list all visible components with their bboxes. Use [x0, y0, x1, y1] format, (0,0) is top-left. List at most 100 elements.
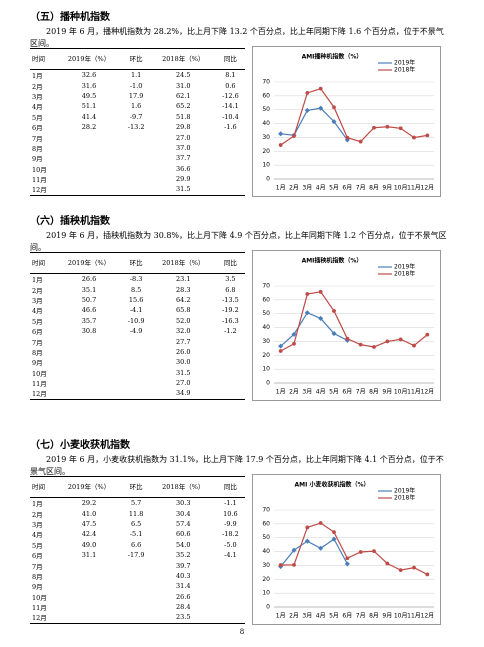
table-cell: 54.0: [176, 540, 191, 549]
y-tick-label: 0: [266, 176, 270, 183]
table-cell: 15.6: [128, 295, 144, 304]
table-cell: [122, 368, 151, 378]
table-cell: 5.7: [130, 499, 142, 508]
y-tick-label: 10: [262, 590, 270, 597]
table-cell: [56, 602, 121, 612]
y-tick-label: 70: [262, 283, 270, 290]
table-cell: 1.6: [130, 102, 142, 111]
table-cell: [56, 164, 121, 174]
data-point: [318, 289, 323, 294]
series-line: [280, 522, 428, 575]
table-row: 9月 37.7: [30, 153, 245, 163]
x-tick-label: 10月: [394, 185, 408, 192]
x-tick-label: 9月: [382, 185, 392, 192]
table-cell: 1月: [32, 500, 43, 509]
table-row: 10月 36.6: [30, 164, 245, 174]
data-point: [385, 339, 390, 344]
x-tick-label: 4月: [316, 389, 326, 396]
header-cell: 时间: [30, 476, 57, 498]
table-cell: 51.1: [81, 102, 97, 111]
data-point: [412, 135, 416, 140]
data-point: [292, 134, 296, 138]
y-tick-label: 60: [262, 296, 270, 303]
table-cell: 0.6: [225, 81, 236, 90]
table-cell: -5.0: [224, 540, 237, 549]
chart-title: AMI插秧机指数（%）: [302, 257, 363, 265]
table-cell: 26.0: [176, 347, 191, 356]
x-tick-label: 6月: [342, 389, 352, 396]
table-cell: -1.2: [224, 327, 237, 336]
table-cell: 31.4: [176, 582, 191, 591]
data-point: [305, 525, 310, 530]
data-table: 时间 2019年（%） 环比 2018年（%） 同比 1月 26.6 -8.3 23.1 3.5 2…: [30, 252, 245, 400]
table-row: 6月 30.8 -4.9 32.0 -1.2: [30, 326, 245, 336]
data-point: [278, 349, 283, 353]
table-cell: [56, 132, 121, 142]
header-cell: 2019年（%）: [56, 476, 122, 498]
table-cell: 34.9: [150, 388, 216, 400]
table-cell: [122, 153, 151, 163]
table-cell: -10.4: [222, 112, 239, 121]
table-cell: 41.4: [81, 112, 97, 121]
table-cell: -9.9: [224, 519, 237, 528]
data-point: [332, 309, 336, 313]
table-cell: 37.0: [176, 143, 191, 152]
table-cell: 30.4: [176, 509, 191, 518]
legend-label: 2018年: [394, 494, 415, 502]
data-point: [292, 341, 296, 346]
table-cell: 12月: [30, 184, 57, 196]
table-cell: 36.6: [176, 164, 191, 173]
table-cell: -4.9: [129, 327, 143, 336]
y-tick-label: 60: [262, 92, 270, 99]
table-cell: [215, 388, 245, 400]
table-cell: [216, 132, 245, 142]
paragraph: 2019 年 6 月，播种机指数为 28.2%，比上月下降 13.2 个百分点，…: [30, 27, 444, 48]
x-tick-label: 1月: [276, 389, 286, 396]
table-row: 7月 39.7: [30, 560, 245, 571]
table-cell: 23.1: [176, 275, 191, 284]
table-cell: [215, 184, 245, 196]
series-line: [280, 538, 348, 567]
table-cell: 24.5: [176, 71, 191, 80]
x-tick-label: 3月: [302, 613, 312, 620]
y-tick-label: 10: [262, 162, 270, 169]
data-point: [358, 342, 363, 347]
y-tick-label: 70: [262, 79, 270, 86]
table-cell: -9.7: [129, 112, 143, 121]
table-cell: 5月: [32, 541, 43, 550]
table-cell: 50.7: [81, 295, 97, 304]
header-cell: 环比: [121, 48, 151, 70]
header-row: 时间 2019年（%） 环比 2018年（%） 同比: [30, 252, 245, 274]
section: （六）插秧机指数 2019 年 6 月，插秧机指数为 30.8%，比上月下降 4.…: [30, 212, 450, 412]
table-cell: [56, 174, 121, 184]
data-point: [398, 568, 403, 573]
data-point: [304, 107, 310, 113]
table-cell: -10.9: [127, 316, 145, 325]
y-tick-label: 30: [262, 134, 270, 141]
table-cell: [121, 388, 151, 400]
table-cell: 40.3: [176, 571, 191, 580]
table-cell: 1.1: [130, 71, 142, 80]
y-tick-label: 50: [262, 310, 270, 317]
data-point: [305, 292, 310, 296]
x-tick-label: 6月: [342, 613, 352, 620]
table-cell: 6月: [32, 552, 43, 561]
paragraph: 2019 年 6 月，插秧机指数为 30.8%，比上月下降 4.9 个百分点，比…: [30, 231, 447, 252]
x-tick-label: 2月: [289, 613, 299, 620]
table-cell: 41.0: [81, 509, 97, 518]
table-row: 12月 31.5: [30, 184, 245, 196]
table-cell: 28.2: [81, 123, 97, 132]
table-cell: 31.5: [176, 368, 191, 377]
table-cell: [56, 184, 122, 196]
table-cell: 52.0: [176, 316, 191, 325]
table-cell: [56, 143, 121, 153]
legend-label: 2019年: [394, 487, 415, 495]
table-cell: [122, 602, 151, 612]
table-cell: 2月: [32, 82, 43, 91]
table-cell: 4月: [32, 531, 43, 540]
x-tick-label: 5月: [329, 389, 339, 396]
table-cell: [56, 378, 121, 388]
table-cell: 35.1: [81, 285, 97, 294]
chart-border: [252, 46, 441, 197]
